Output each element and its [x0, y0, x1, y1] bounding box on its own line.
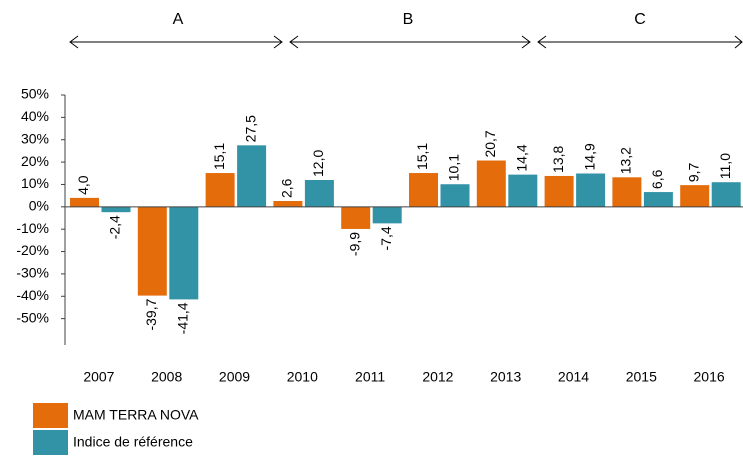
- x-tick-label: 2008: [151, 369, 182, 385]
- value-label: -2,4: [107, 215, 123, 239]
- legend-swatch: [33, 403, 68, 428]
- y-tick-label: 20%: [21, 153, 49, 169]
- x-tick-label: 2010: [287, 369, 318, 385]
- value-label: 20,7: [482, 130, 498, 157]
- value-label: 2,6: [279, 178, 295, 198]
- y-tick-label: -30%: [16, 265, 49, 281]
- y-tick-label: 0%: [29, 198, 49, 214]
- period-label: B: [403, 11, 414, 28]
- x-tick-label: 2016: [694, 369, 725, 385]
- bar: [205, 173, 235, 207]
- value-label: 14,4: [514, 144, 530, 171]
- y-tick-label: -40%: [16, 287, 49, 303]
- y-tick-label: 50%: [21, 86, 49, 102]
- bar: [680, 185, 710, 207]
- y-tick-label: -20%: [16, 242, 49, 258]
- value-label: -41,4: [175, 302, 191, 334]
- period-label: A: [173, 11, 184, 28]
- x-tick-label: 2007: [83, 369, 114, 385]
- bar: [101, 206, 131, 213]
- x-tick-label: 2013: [490, 369, 521, 385]
- bar: [273, 201, 303, 207]
- value-label: 15,1: [414, 143, 430, 170]
- legend-swatch: [33, 430, 68, 455]
- value-label: 9,7: [685, 162, 701, 182]
- value-label: 27,5: [242, 115, 258, 142]
- bar: [508, 174, 538, 207]
- value-label: 6,6: [649, 169, 665, 189]
- bar: [137, 206, 167, 296]
- bar: [440, 184, 470, 207]
- bar: [70, 197, 99, 207]
- x-tick-label: 2014: [558, 369, 589, 385]
- x-tick-label: 2012: [422, 369, 453, 385]
- bar: [237, 145, 267, 207]
- bar: [372, 206, 402, 224]
- y-tick-label: -50%: [16, 309, 49, 325]
- y-tick-label: 10%: [21, 175, 49, 191]
- value-label: 11,0: [717, 153, 733, 179]
- bar: [612, 177, 642, 207]
- value-label: 14,9: [581, 143, 597, 170]
- value-label: 10,1: [446, 154, 462, 181]
- x-tick-label: 2015: [626, 369, 657, 385]
- bar: [304, 179, 334, 207]
- x-tick-label: 2011: [355, 369, 385, 385]
- bar: [341, 206, 371, 229]
- x-tick-label: 2009: [219, 369, 250, 385]
- bar: [169, 206, 199, 300]
- value-label: 13,8: [550, 145, 566, 172]
- value-label: 15,1: [211, 143, 227, 170]
- value-label: 4,0: [75, 175, 91, 195]
- legend-label: MAM TERRA NOVA: [73, 407, 199, 423]
- bar: [576, 173, 606, 207]
- bar: [711, 182, 741, 207]
- value-label: 12,0: [310, 150, 326, 177]
- period-label: C: [634, 11, 646, 28]
- bar: [643, 192, 673, 207]
- value-label: -39,7: [143, 298, 159, 330]
- legend-label: Indice de référence: [73, 434, 193, 450]
- value-label: -7,4: [378, 226, 394, 250]
- y-tick-label: 30%: [21, 130, 49, 146]
- bar: [476, 160, 506, 207]
- period-arrows: [69, 35, 743, 49]
- bar: [544, 175, 574, 207]
- y-tick-label: -10%: [16, 220, 49, 236]
- value-label: 13,2: [618, 147, 634, 174]
- bar: [409, 173, 438, 207]
- y-tick-label: 40%: [21, 108, 49, 124]
- value-label: -9,9: [346, 232, 362, 256]
